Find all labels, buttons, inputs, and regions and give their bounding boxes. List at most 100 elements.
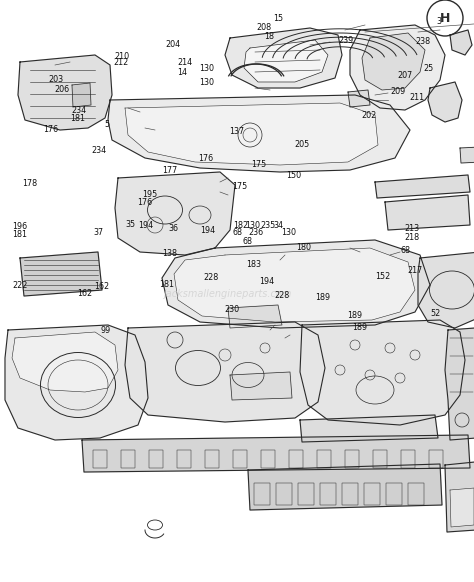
Text: 130: 130	[199, 78, 214, 87]
Bar	[93, 450, 107, 468]
Text: 182: 182	[233, 221, 248, 230]
Polygon shape	[228, 305, 282, 328]
Bar	[317, 450, 331, 468]
Bar	[261, 450, 275, 468]
Text: 36: 36	[168, 223, 178, 233]
Text: 209: 209	[391, 87, 406, 96]
Bar	[289, 450, 303, 468]
Text: 175: 175	[251, 159, 266, 169]
Bar	[342, 483, 358, 505]
Polygon shape	[300, 320, 465, 425]
Text: 217: 217	[407, 266, 422, 275]
Polygon shape	[375, 175, 470, 198]
Text: 68: 68	[233, 228, 243, 237]
Text: 189: 189	[315, 293, 330, 303]
Text: H: H	[440, 12, 450, 24]
Text: 206: 206	[54, 84, 69, 94]
Bar	[408, 483, 424, 505]
Text: 52: 52	[430, 308, 440, 318]
Polygon shape	[82, 435, 470, 472]
Polygon shape	[108, 95, 410, 172]
Text: 202: 202	[361, 111, 376, 120]
Text: 238: 238	[415, 37, 430, 47]
Text: 205: 205	[294, 140, 310, 149]
Text: 3: 3	[436, 17, 441, 26]
Polygon shape	[174, 248, 415, 322]
Text: 176: 176	[43, 125, 58, 134]
Text: 207: 207	[398, 71, 413, 80]
Text: 25: 25	[424, 64, 434, 73]
Text: 130: 130	[246, 221, 261, 230]
Bar	[429, 450, 443, 468]
Text: 222: 222	[12, 281, 27, 290]
Text: 68: 68	[400, 246, 410, 255]
Bar	[254, 483, 270, 505]
Text: 181: 181	[12, 230, 27, 239]
Polygon shape	[72, 83, 91, 107]
Polygon shape	[450, 488, 474, 527]
Text: 5: 5	[104, 120, 109, 129]
Bar	[177, 450, 191, 468]
Polygon shape	[225, 28, 342, 88]
Polygon shape	[385, 195, 470, 230]
Bar	[364, 483, 380, 505]
Text: 210: 210	[115, 52, 130, 61]
Polygon shape	[350, 25, 445, 110]
Polygon shape	[428, 82, 462, 122]
Text: 228: 228	[274, 291, 290, 300]
Bar	[121, 450, 135, 468]
Text: 68: 68	[242, 237, 253, 246]
Text: 138: 138	[162, 249, 177, 258]
Text: 150: 150	[286, 171, 301, 180]
Polygon shape	[445, 462, 474, 532]
Text: 181: 181	[159, 279, 174, 289]
Text: 214: 214	[177, 58, 192, 67]
Polygon shape	[348, 90, 370, 107]
Text: 189: 189	[352, 322, 367, 332]
Text: 236: 236	[248, 228, 264, 237]
Text: 137: 137	[229, 127, 245, 136]
Polygon shape	[125, 103, 378, 165]
Text: 176: 176	[199, 154, 214, 163]
Text: 228: 228	[203, 273, 219, 282]
Text: 35: 35	[125, 220, 136, 229]
Text: 189: 189	[347, 311, 362, 320]
Text: 183: 183	[246, 260, 261, 269]
Polygon shape	[460, 147, 474, 163]
Text: 177: 177	[162, 166, 177, 175]
Bar	[298, 483, 314, 505]
Text: 234: 234	[72, 106, 87, 115]
Text: 14: 14	[177, 68, 187, 77]
Polygon shape	[5, 325, 148, 440]
Polygon shape	[115, 172, 235, 255]
Bar	[233, 450, 247, 468]
Polygon shape	[248, 464, 442, 510]
Polygon shape	[450, 30, 472, 55]
Text: 34: 34	[273, 221, 284, 230]
Text: 130: 130	[199, 64, 214, 73]
Text: 196: 196	[12, 222, 27, 231]
Text: 15: 15	[273, 14, 284, 23]
Bar	[205, 450, 219, 468]
Polygon shape	[244, 40, 328, 82]
Polygon shape	[445, 328, 474, 440]
Polygon shape	[162, 240, 430, 328]
Text: 218: 218	[405, 233, 420, 242]
Text: 212: 212	[113, 58, 128, 68]
Text: jacksmallengineparts.com: jacksmallengineparts.com	[164, 289, 292, 299]
Text: 213: 213	[405, 223, 420, 233]
Bar	[345, 450, 359, 468]
Text: 194: 194	[138, 221, 154, 230]
Bar	[276, 483, 292, 505]
Bar	[401, 450, 415, 468]
Text: 194: 194	[259, 276, 274, 286]
Text: 152: 152	[375, 272, 391, 281]
Bar	[373, 450, 387, 468]
Text: 194: 194	[200, 226, 215, 235]
Text: 178: 178	[22, 179, 37, 188]
Polygon shape	[300, 415, 438, 442]
Text: 203: 203	[48, 74, 64, 84]
Text: 176: 176	[137, 198, 152, 207]
Polygon shape	[230, 372, 292, 400]
Text: 235: 235	[261, 221, 276, 230]
